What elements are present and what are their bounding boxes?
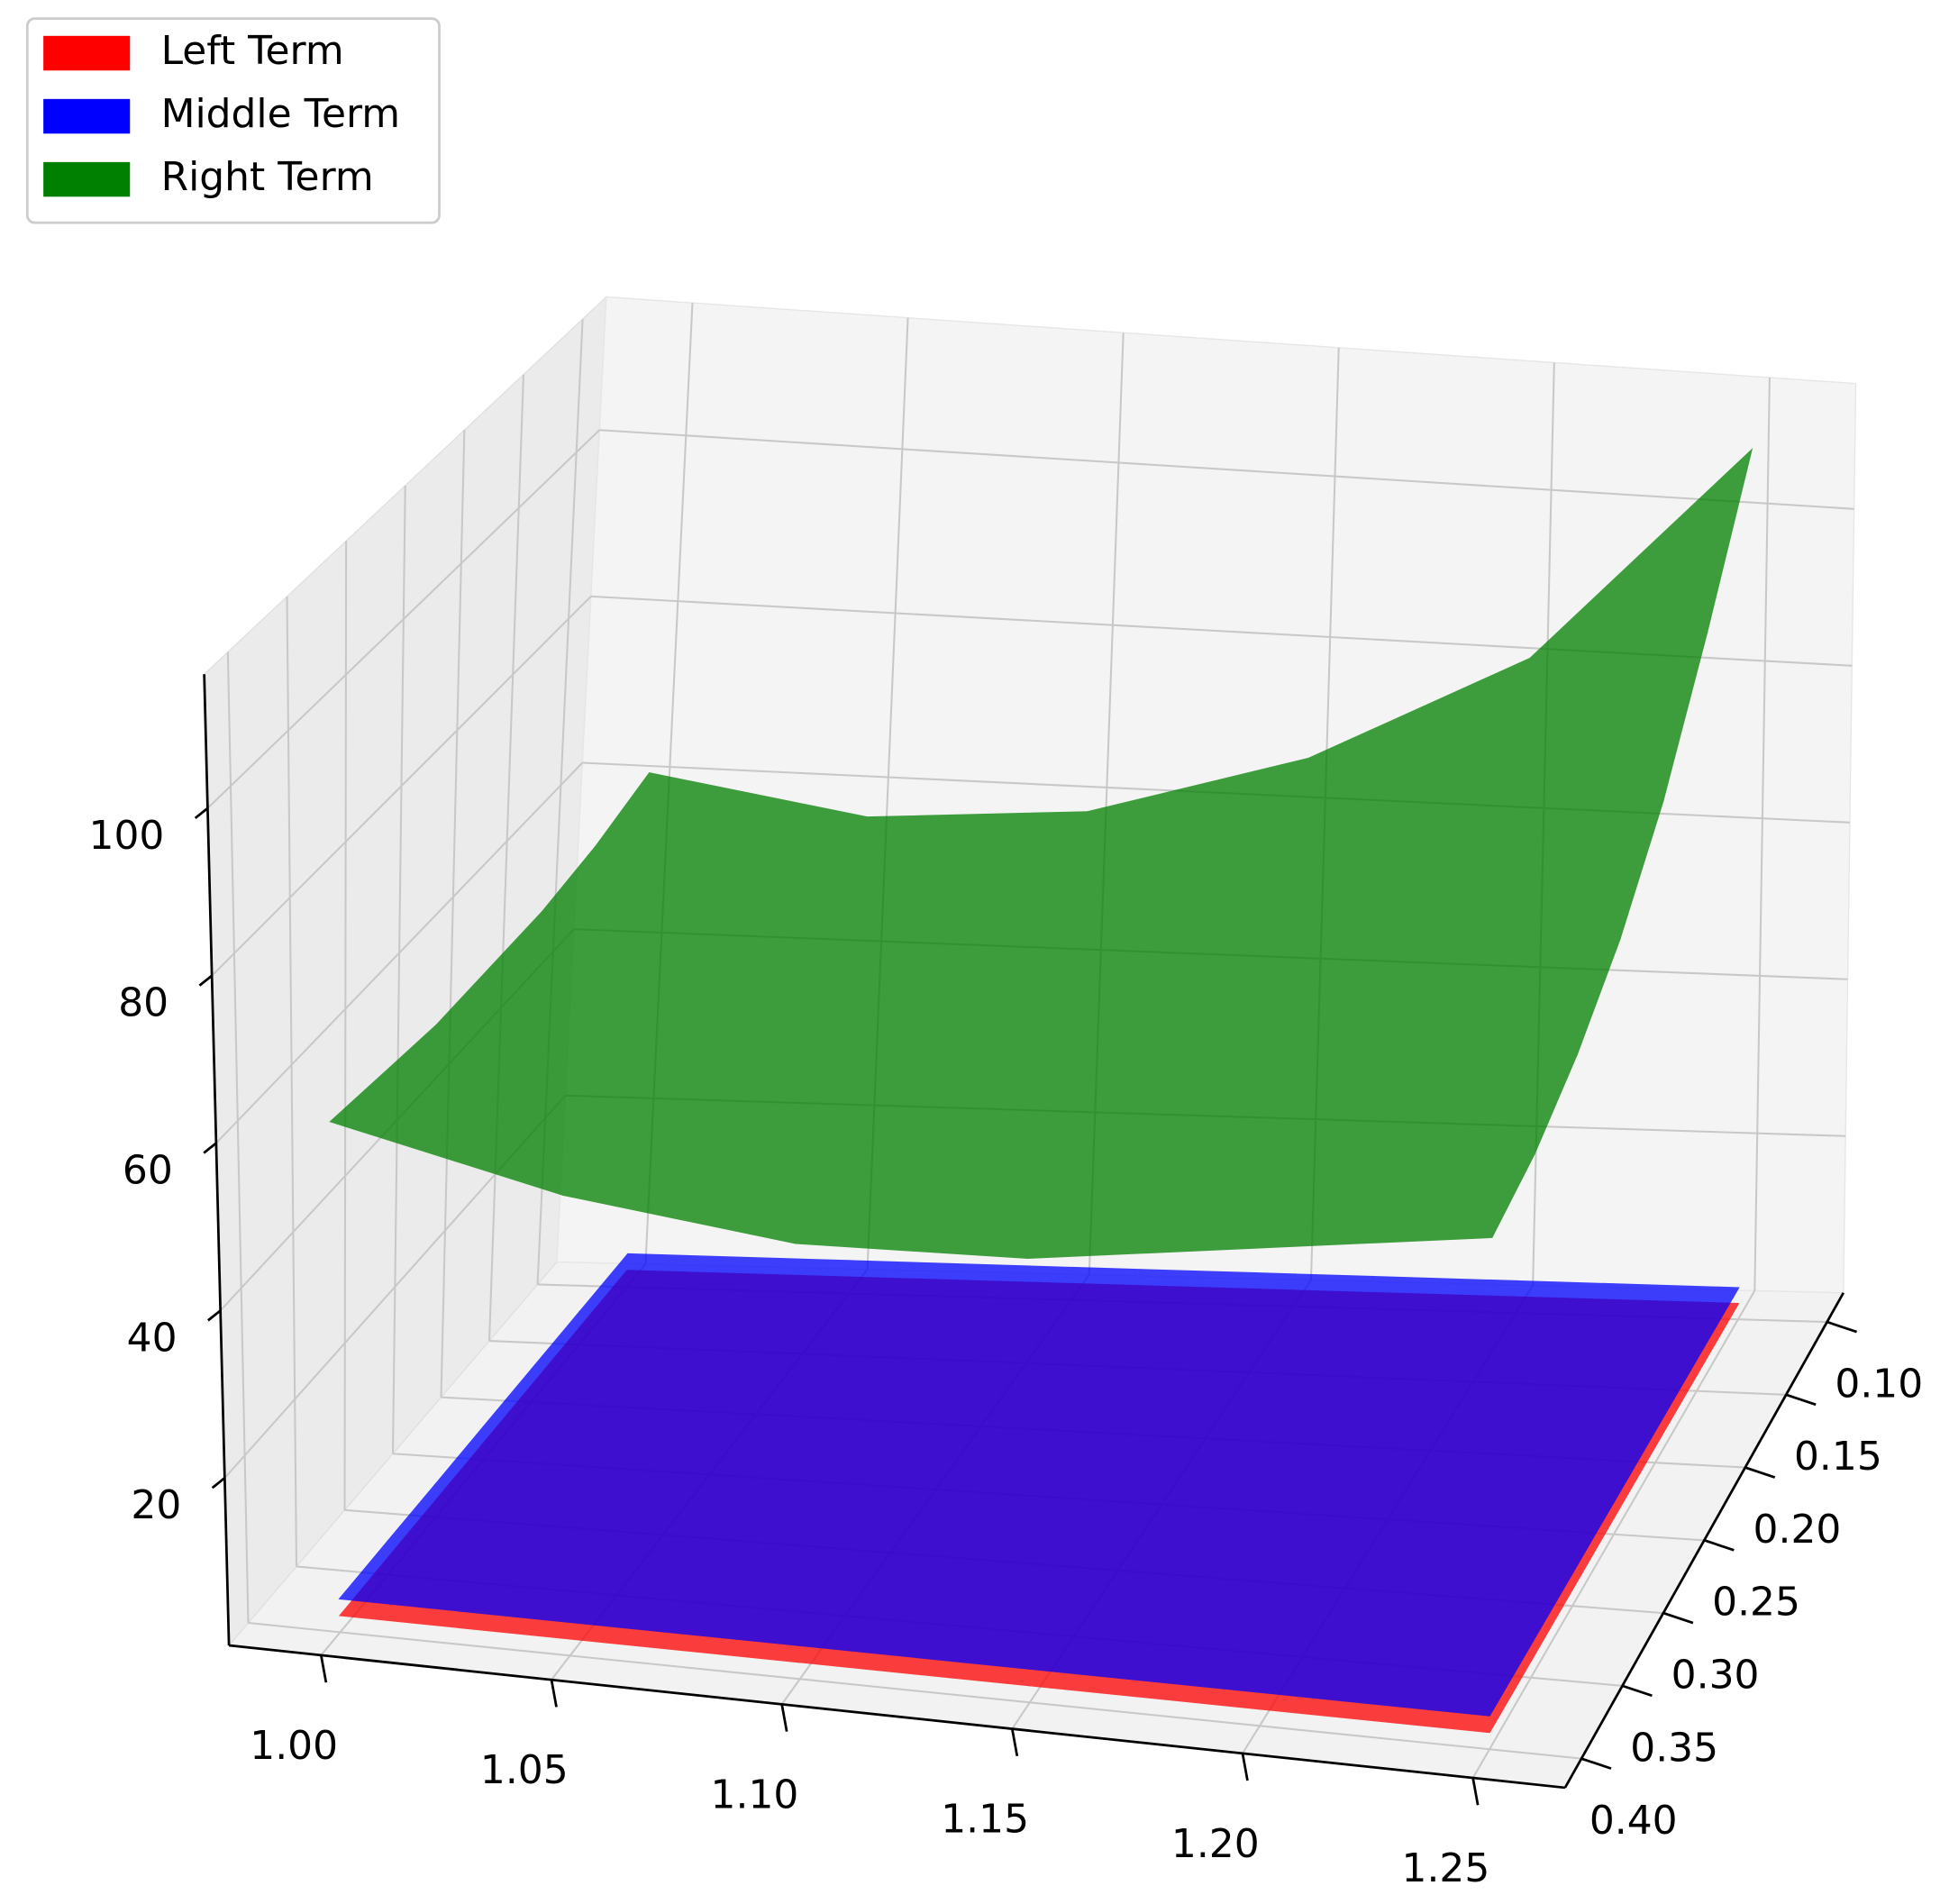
z-tick-label: 80 xyxy=(118,980,168,1026)
z-tick xyxy=(211,1477,226,1489)
y-tick-label: 0.10 xyxy=(1835,1361,1923,1407)
z-tick-label: 40 xyxy=(127,1315,178,1361)
z-tick-label: 60 xyxy=(123,1148,173,1194)
y-tick-label: 0.20 xyxy=(1753,1507,1842,1553)
x-tick-label: 1.00 xyxy=(250,1723,338,1769)
y-tick xyxy=(1580,1757,1612,1770)
surface-cell xyxy=(755,1320,1028,1395)
x-tick-label: 1.20 xyxy=(1171,1821,1260,1867)
z-tick-label: 100 xyxy=(89,813,165,859)
x-tick xyxy=(320,1654,328,1683)
y-tick xyxy=(1826,1320,1858,1334)
legend: Left Term Middle Term Right Term xyxy=(25,17,441,224)
y-tick-label: 0.15 xyxy=(1794,1434,1882,1480)
grid-line xyxy=(487,374,525,1342)
legend-swatch xyxy=(43,98,131,134)
grid-line xyxy=(206,429,600,809)
surface-cell xyxy=(1429,1348,1699,1432)
z-tick-label: 20 xyxy=(131,1482,181,1528)
grid-line xyxy=(599,429,1854,510)
y-tick-label: 0.40 xyxy=(1589,1798,1678,1844)
z-tick xyxy=(203,1142,217,1154)
grid-line xyxy=(391,485,406,1454)
z-tick xyxy=(198,974,214,987)
x-tick-label: 1.25 xyxy=(1402,1845,1490,1891)
y-tick xyxy=(1703,1539,1735,1552)
y-tick-label: 0.35 xyxy=(1630,1725,1718,1771)
x-tick-label: 1.05 xyxy=(480,1747,569,1793)
surface xyxy=(338,1253,1740,1717)
surface-cell xyxy=(1472,1280,1740,1360)
legend-box xyxy=(25,17,441,224)
legend-swatch xyxy=(43,35,131,71)
y-tick-label: 0.25 xyxy=(1712,1580,1800,1626)
x-tick xyxy=(780,1704,788,1732)
y-tick xyxy=(1622,1684,1653,1698)
grid-line xyxy=(215,761,584,1144)
surface-cell xyxy=(1258,1623,1533,1717)
legend-label: Left Term xyxy=(161,28,344,74)
surface-cell xyxy=(1025,1266,1296,1341)
grid-line xyxy=(343,541,348,1510)
y-tick-label: 0.30 xyxy=(1671,1653,1760,1699)
grid-line xyxy=(286,597,298,1567)
surface-cell xyxy=(578,1253,852,1322)
y-tick xyxy=(1662,1611,1694,1625)
z-tick xyxy=(194,806,209,819)
y-tick xyxy=(1785,1393,1817,1407)
axis-line xyxy=(203,674,231,1646)
legend-swatch xyxy=(43,161,131,197)
surface xyxy=(329,448,1753,1260)
surface-cell xyxy=(1205,1339,1475,1419)
y-tick xyxy=(1744,1466,1776,1479)
grid-line xyxy=(211,596,592,977)
grid-line xyxy=(440,430,466,1398)
legend-label: Right Term xyxy=(161,154,374,200)
surface-cell xyxy=(1258,1153,1536,1249)
grid-line xyxy=(226,651,250,1624)
x-tick xyxy=(1241,1753,1249,1781)
x-tick-label: 1.15 xyxy=(941,1797,1029,1843)
legend-label: Middle Term xyxy=(161,91,401,137)
surface-cell xyxy=(979,1329,1252,1407)
grid-line xyxy=(248,1621,1582,1760)
x-tick-label: 1.10 xyxy=(711,1772,799,1817)
x-tick xyxy=(1010,1728,1019,1757)
surface-cell xyxy=(1249,1273,1518,1351)
grid-line xyxy=(1753,377,1771,1291)
x-tick xyxy=(1471,1777,1480,1806)
x-tick xyxy=(550,1679,558,1708)
surface-cell xyxy=(802,1260,1074,1332)
z-tick xyxy=(207,1309,222,1322)
axis-line xyxy=(228,1644,1566,1790)
